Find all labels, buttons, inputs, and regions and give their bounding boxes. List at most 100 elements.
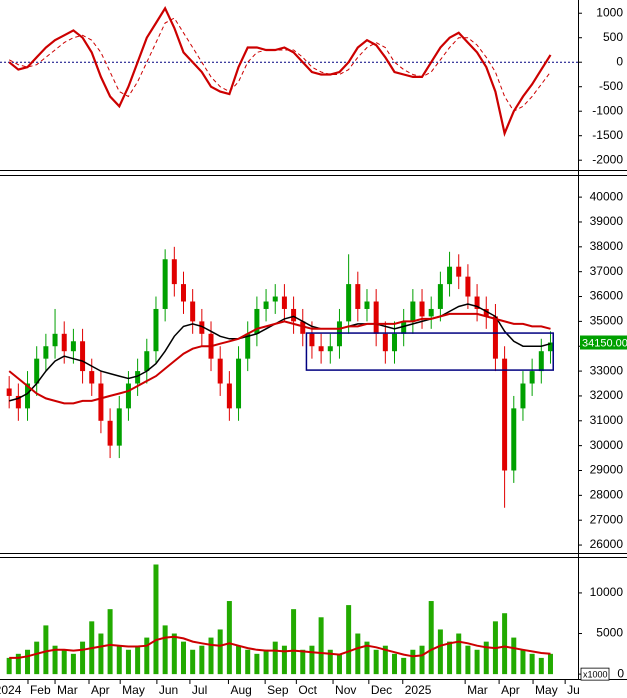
candle-body <box>355 284 361 309</box>
candle-body <box>474 296 480 309</box>
candle-body <box>107 420 113 446</box>
volume-bar <box>217 629 223 675</box>
candle-body <box>529 371 535 384</box>
volume-bar <box>410 649 416 675</box>
candle-body <box>373 301 379 334</box>
x-tick-label: Apr <box>91 683 110 697</box>
candle-body <box>447 266 453 285</box>
volume-bar <box>107 609 113 675</box>
x-tick-label: Apr <box>501 683 520 697</box>
volume-bar <box>180 641 186 675</box>
y-tick-label: 36000 <box>590 289 624 303</box>
y-tick-label: 0 <box>616 54 623 68</box>
candle-body <box>25 383 31 409</box>
volume-bar <box>437 629 443 675</box>
volume-bar <box>135 645 141 675</box>
candle-body <box>15 395 21 409</box>
volume-bar <box>43 625 49 675</box>
volume-bar <box>80 641 86 675</box>
y-tick-label: 35000 <box>590 314 624 328</box>
candle-body <box>483 308 489 317</box>
volume-bar <box>483 641 489 675</box>
x-tick-label: Mar <box>467 683 488 697</box>
candle-body <box>125 383 131 409</box>
volume-bar <box>116 645 122 675</box>
x-tick-label: Nov <box>335 683 356 697</box>
y-tick-label: 40000 <box>590 189 624 203</box>
candle-body <box>281 296 287 309</box>
volume-bar <box>272 641 278 675</box>
volume-bar <box>382 645 388 675</box>
candle-body <box>171 259 177 285</box>
volume-bar <box>208 637 214 675</box>
volume-bar <box>401 657 407 675</box>
candle-body <box>199 321 205 334</box>
volume-bar <box>520 649 526 675</box>
y-tick-label: 0 <box>617 666 624 680</box>
x-tick-label: May <box>535 683 558 697</box>
x-tick-label: Dec <box>371 683 392 697</box>
candle-body <box>300 321 306 334</box>
volume-bar <box>281 645 287 675</box>
candle-body <box>318 346 324 352</box>
candle-body <box>162 259 168 309</box>
x-tick-label: Ju <box>567 683 580 697</box>
volume-bar <box>474 649 480 675</box>
candle-body <box>401 321 407 334</box>
y-tick-label: 30000 <box>590 438 624 452</box>
candle-body <box>547 342 553 352</box>
volume-bar <box>125 649 131 675</box>
volume-bar <box>199 645 205 675</box>
volume-bar <box>162 625 168 675</box>
candle-body <box>419 301 425 317</box>
volume-bar <box>318 617 324 675</box>
candle-body <box>309 333 315 347</box>
candle-body <box>254 308 260 334</box>
y-tick-label: -500 <box>599 79 623 93</box>
x-tick-label: May <box>122 683 145 697</box>
line <box>8 17 551 112</box>
candle-body <box>116 408 122 446</box>
volume-bar <box>456 633 462 675</box>
x-tick-label: 2025 <box>405 683 432 697</box>
volume-bar <box>373 649 379 675</box>
volume-bar <box>309 645 315 675</box>
y-tick-label: 5000 <box>596 626 623 640</box>
candle-body <box>245 333 251 359</box>
x-tick-label: Jun <box>159 683 178 697</box>
y-tick-label: 500 <box>603 30 623 44</box>
candle-body <box>61 333 67 352</box>
y-tick-label: 26000 <box>590 537 624 551</box>
x-tick-label: Sep <box>267 683 289 697</box>
y-tick-label: 33000 <box>590 363 624 377</box>
volume-bar <box>236 645 242 675</box>
volume-bar <box>547 653 553 675</box>
candle-body <box>511 408 517 471</box>
volume-bar <box>327 649 333 675</box>
unit-label: x1000 <box>583 670 608 680</box>
volume-bar <box>52 645 58 675</box>
volume-bar <box>355 633 361 675</box>
candle-body <box>291 308 297 322</box>
y-tick-label: 32000 <box>590 388 624 402</box>
candle-body <box>428 308 434 317</box>
x-tick-label: Oct <box>298 683 317 697</box>
volume-bar <box>6 657 12 675</box>
candle-body <box>190 301 196 322</box>
candle-body <box>520 383 526 409</box>
y-tick-label: 1000 <box>596 5 623 19</box>
volume-bar <box>511 637 517 675</box>
candle-body <box>364 301 370 309</box>
candle-body <box>465 276 471 297</box>
candle-body <box>272 296 278 302</box>
volume-bar <box>61 649 67 675</box>
candle-body <box>89 371 95 384</box>
volume-bar <box>263 649 269 675</box>
candle-body <box>180 284 186 302</box>
volume-bar <box>465 645 471 675</box>
volume-bar <box>336 653 342 675</box>
candle-body <box>437 284 443 309</box>
last-price-box <box>580 335 627 350</box>
line <box>8 312 551 405</box>
candle-body <box>52 333 58 347</box>
